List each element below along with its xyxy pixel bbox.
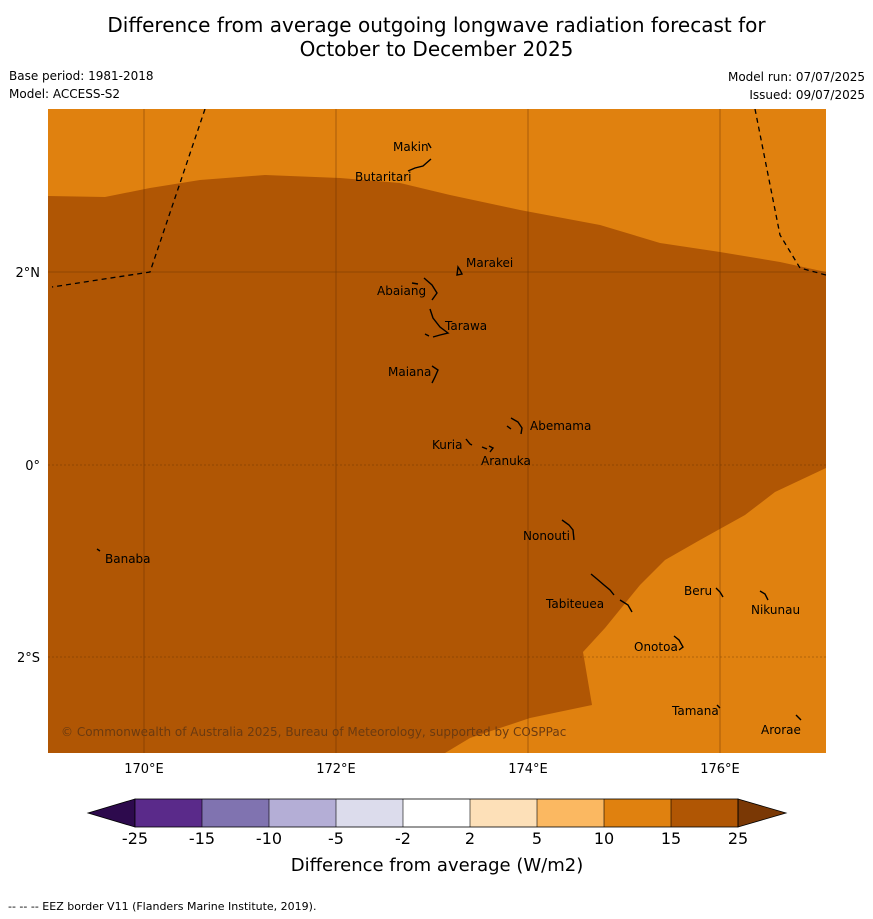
colorbar-segment-6 — [470, 799, 537, 827]
lon-label-170e: 170°E — [124, 762, 164, 777]
lat-label-2s: 2°S — [17, 651, 40, 666]
colorbar-segment-2 — [202, 799, 269, 827]
island-label-makin: Makin — [393, 140, 429, 154]
colorbar-tick-label: -25 — [122, 829, 148, 848]
base-period-text: Base period: 1981-2018 — [9, 69, 154, 83]
island-label-onotoa: Onotoa — [634, 640, 678, 654]
island-label-maiana: Maiana — [388, 365, 431, 379]
colorbar-tick-label: -15 — [189, 829, 215, 848]
island-label-aranuka: Aranuka — [481, 454, 531, 468]
model-run-text: Model run: 07/07/2025 — [727, 70, 865, 84]
colorbar-tick-label: -2 — [395, 829, 411, 848]
colorbar-segment-7 — [537, 799, 604, 827]
island-label-marakei: Marakei — [466, 256, 513, 270]
lat-label-2n: 2°N — [16, 266, 41, 281]
island-label-arorae: Arorae — [761, 723, 801, 737]
lat-labels: 2°N 0° 2°S — [16, 266, 41, 666]
colorbar-extend-low — [86, 798, 136, 828]
colorbar-extend-high — [737, 798, 788, 828]
colorbar-segment-8 — [604, 799, 671, 827]
island-label-tarawa: Tarawa — [444, 319, 487, 333]
lon-label-174e: 174°E — [508, 762, 548, 777]
island-label-banaba: Banaba — [105, 552, 151, 566]
colorbar-tick-label: -5 — [328, 829, 344, 848]
map-title-line2: October to December 2025 — [299, 37, 574, 61]
issued-text: Issued: 09/07/2025 — [749, 88, 865, 102]
colorbar-tick-label: 25 — [728, 829, 748, 848]
island-label-tabiteuea: Tabiteuea — [545, 597, 604, 611]
graticule — [48, 109, 826, 753]
island-shapes — [96, 142, 802, 721]
colorbar-title: Difference from average (W/m2) — [291, 855, 583, 876]
lon-labels: 170°E 172°E 174°E 176°E — [124, 762, 740, 777]
island-label-nonouti: Nonouti — [523, 529, 570, 543]
island-label-kuria: Kuria — [432, 438, 463, 452]
island-labels: Makin Butaritari Marakei Abaiang Tarawa … — [105, 140, 801, 737]
island-label-beru: Beru — [684, 584, 712, 598]
colorbar-tick-label: -10 — [256, 829, 282, 848]
map-title-line1: Difference from average outgoing longwav… — [107, 13, 766, 37]
lon-label-176e: 176°E — [700, 762, 740, 777]
colorbar-tick-label: 5 — [532, 829, 542, 848]
colorbar-tick-label: 2 — [465, 829, 475, 848]
island-label-butaritari: Butaritari — [355, 170, 412, 184]
model-text: Model: ACCESS-S2 — [9, 87, 121, 101]
island-label-nikunau: Nikunau — [751, 603, 800, 617]
island-label-abaiang: Abaiang — [377, 284, 426, 298]
lat-label-0: 0° — [25, 459, 40, 474]
anomaly-region-15-25 — [48, 175, 826, 753]
colorbar-tick-label: 10 — [594, 829, 614, 848]
copyright-text: © Commonwealth of Australia 2025, Bureau… — [61, 725, 566, 739]
eez-border — [51, 109, 826, 288]
island-label-abemama: Abemama — [530, 419, 591, 433]
colorbar-segment-4 — [336, 799, 403, 827]
island-label-tamana: Tamana — [671, 704, 719, 718]
colorbar-segment-1 — [135, 799, 202, 827]
lon-label-172e: 172°E — [316, 762, 356, 777]
colorbar-segment-9 — [671, 799, 738, 827]
colorbar: -25 -15 -10 -5 -2 2 5 10 15 25 Differenc… — [86, 798, 788, 876]
colorbar-tick-label: 15 — [661, 829, 681, 848]
colorbar-segment-5 — [403, 799, 470, 827]
map-area: Makin Butaritari Marakei Abaiang Tarawa … — [48, 109, 826, 753]
colorbar-segment-3 — [269, 799, 336, 827]
eez-footnote: -- -- -- EEZ border V11 (Flanders Marine… — [8, 900, 317, 913]
